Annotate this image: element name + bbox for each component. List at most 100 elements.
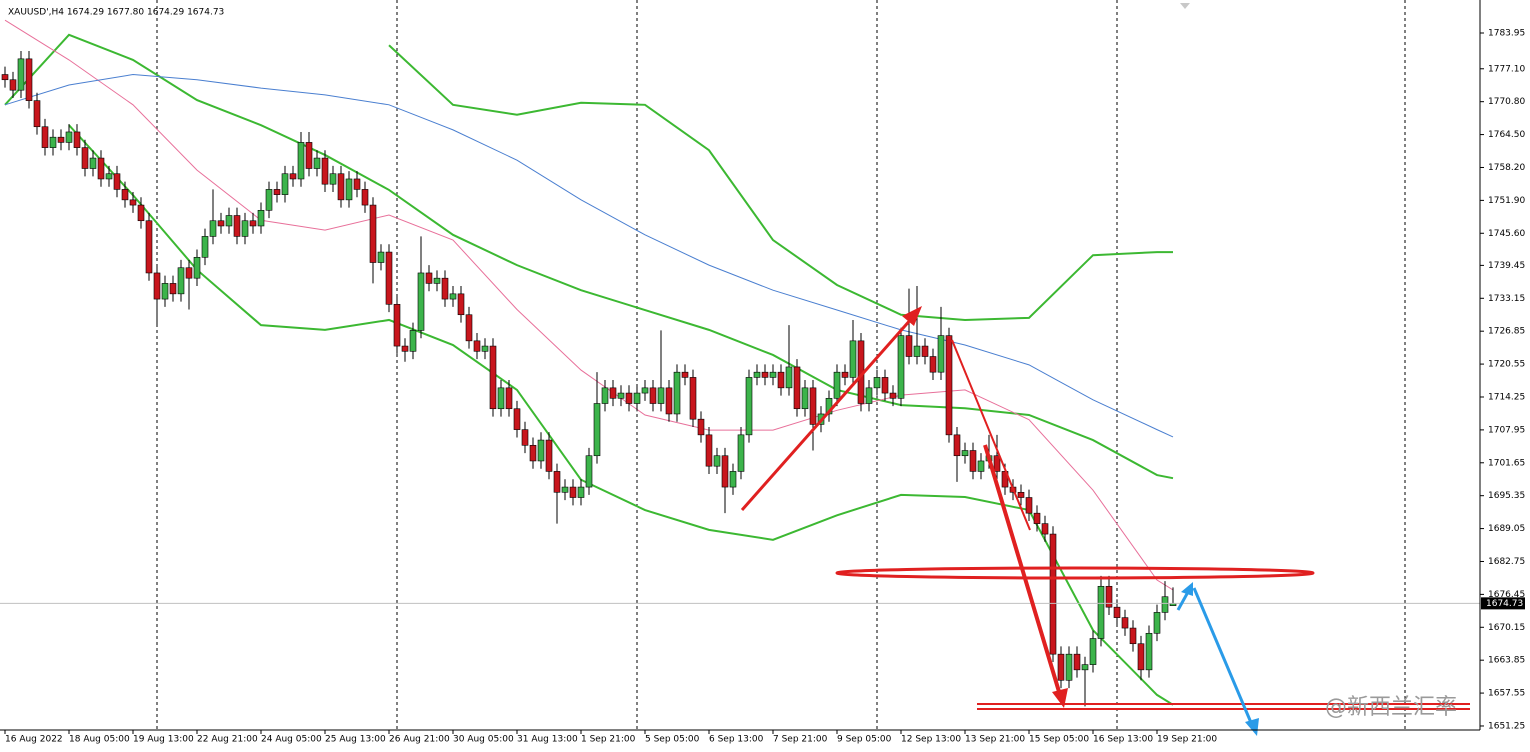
x-tick-label: 25 Aug 13:00 <box>325 735 386 745</box>
candle-body <box>697 418 705 436</box>
y-tick-label: 1745.60 <box>1488 229 1525 239</box>
candle-body <box>217 220 225 227</box>
candle-body <box>97 157 105 180</box>
candle-body <box>937 335 945 373</box>
y-tick-label: 1682.75 <box>1488 557 1525 567</box>
candle-body <box>17 58 25 91</box>
candle-body <box>969 450 977 472</box>
candle-body <box>689 377 697 420</box>
candle-body <box>401 345 409 352</box>
candle-body <box>129 199 137 206</box>
candle-body <box>1025 497 1033 514</box>
candle-body <box>649 387 657 404</box>
candle-body <box>681 371 689 378</box>
candle-body <box>481 345 489 352</box>
candle-body <box>601 387 609 404</box>
candle-body <box>265 189 273 211</box>
candle-body <box>1089 638 1097 665</box>
candle-body <box>201 236 209 258</box>
candle-body <box>441 277 449 300</box>
x-tick-label: 22 Aug 21:00 <box>197 735 258 745</box>
candle-body <box>433 277 441 284</box>
candle-body <box>377 251 385 263</box>
x-tick-label: 9 Sep 05:00 <box>837 735 892 745</box>
candle-body <box>185 267 193 279</box>
x-tick-label: 30 Aug 05:00 <box>453 735 514 745</box>
candle-body <box>313 157 321 169</box>
candle-body <box>609 387 617 399</box>
candle-body <box>361 189 369 206</box>
y-tick-label: 1758.20 <box>1488 163 1525 173</box>
candle-body <box>465 314 473 342</box>
candle-body <box>1081 664 1089 671</box>
y-tick-label: 1726.85 <box>1488 327 1525 337</box>
candle-body <box>953 434 961 457</box>
y-tick-label: 1714.25 <box>1488 392 1525 402</box>
candle-body <box>297 142 305 180</box>
candle-body <box>553 471 561 493</box>
x-tick-label: 18 Aug 05:00 <box>69 735 130 745</box>
candle-body <box>1 74 9 81</box>
candle-body <box>177 267 185 295</box>
candle-body <box>225 215 233 227</box>
candle-body <box>57 136 65 143</box>
candle-body <box>473 340 481 352</box>
candle-body <box>585 455 593 488</box>
candle-body <box>249 220 257 227</box>
last-price-box <box>1481 597 1525 610</box>
y-tick-label: 1670.15 <box>1488 623 1525 633</box>
candle-body <box>1105 585 1113 608</box>
candle-body <box>409 330 417 352</box>
candle-body <box>881 377 889 394</box>
candle-body <box>545 439 553 472</box>
indicator-line <box>4 33 1174 480</box>
candle-body <box>761 371 769 378</box>
candle-body <box>1161 596 1169 613</box>
candle-body <box>1041 523 1049 535</box>
candle-body <box>873 377 881 389</box>
x-tick-label: 6 Sep 13:00 <box>709 735 764 745</box>
x-tick-label: 19 Sep 21:00 <box>1157 735 1217 745</box>
candle-body <box>489 345 497 410</box>
candle-body <box>417 272 425 331</box>
candle-body <box>337 173 345 201</box>
candle-body <box>841 371 849 378</box>
candle-body <box>81 147 89 169</box>
candle-body <box>513 408 521 430</box>
candle-body <box>281 173 289 195</box>
candle-body <box>305 142 313 169</box>
candle-body <box>273 189 281 195</box>
chart-title: XAUUSD',H4 1674.29 1677.80 1674.29 1674.… <box>8 8 224 18</box>
annotations <box>740 3 1470 736</box>
candle-body <box>1097 585 1105 639</box>
x-tick-label: 16 Aug 2022 <box>5 735 63 745</box>
candle-body <box>529 444 537 462</box>
candle-body <box>537 439 545 462</box>
x-tick-label: 12 Sep 13:00 <box>901 735 961 745</box>
candle-body <box>241 220 249 237</box>
candle-body <box>729 471 737 488</box>
candle-body <box>625 392 633 404</box>
candle-body <box>921 345 929 357</box>
candle-body <box>617 392 625 399</box>
candle-body <box>721 455 729 488</box>
candle-body <box>945 335 953 436</box>
candle-body <box>1049 533 1057 655</box>
candle-body <box>105 173 113 180</box>
candle-body <box>89 157 97 169</box>
candle-body <box>457 293 465 316</box>
x-tick-label: 5 Sep 05:00 <box>645 735 700 745</box>
candle-body <box>593 403 601 457</box>
candle-body <box>865 387 873 404</box>
candle-body <box>977 460 985 472</box>
x-tick-label: 26 Aug 21:00 <box>389 735 450 745</box>
y-tick-label: 1663.85 <box>1488 656 1525 666</box>
candle-body <box>657 387 665 404</box>
candle-body <box>137 204 145 222</box>
y-tick-label: 1764.50 <box>1488 130 1525 140</box>
candle-body <box>713 455 721 467</box>
candle-body <box>193 256 201 279</box>
candle-body <box>665 387 673 415</box>
candle-body <box>321 157 329 185</box>
candle-body <box>1145 632 1153 671</box>
